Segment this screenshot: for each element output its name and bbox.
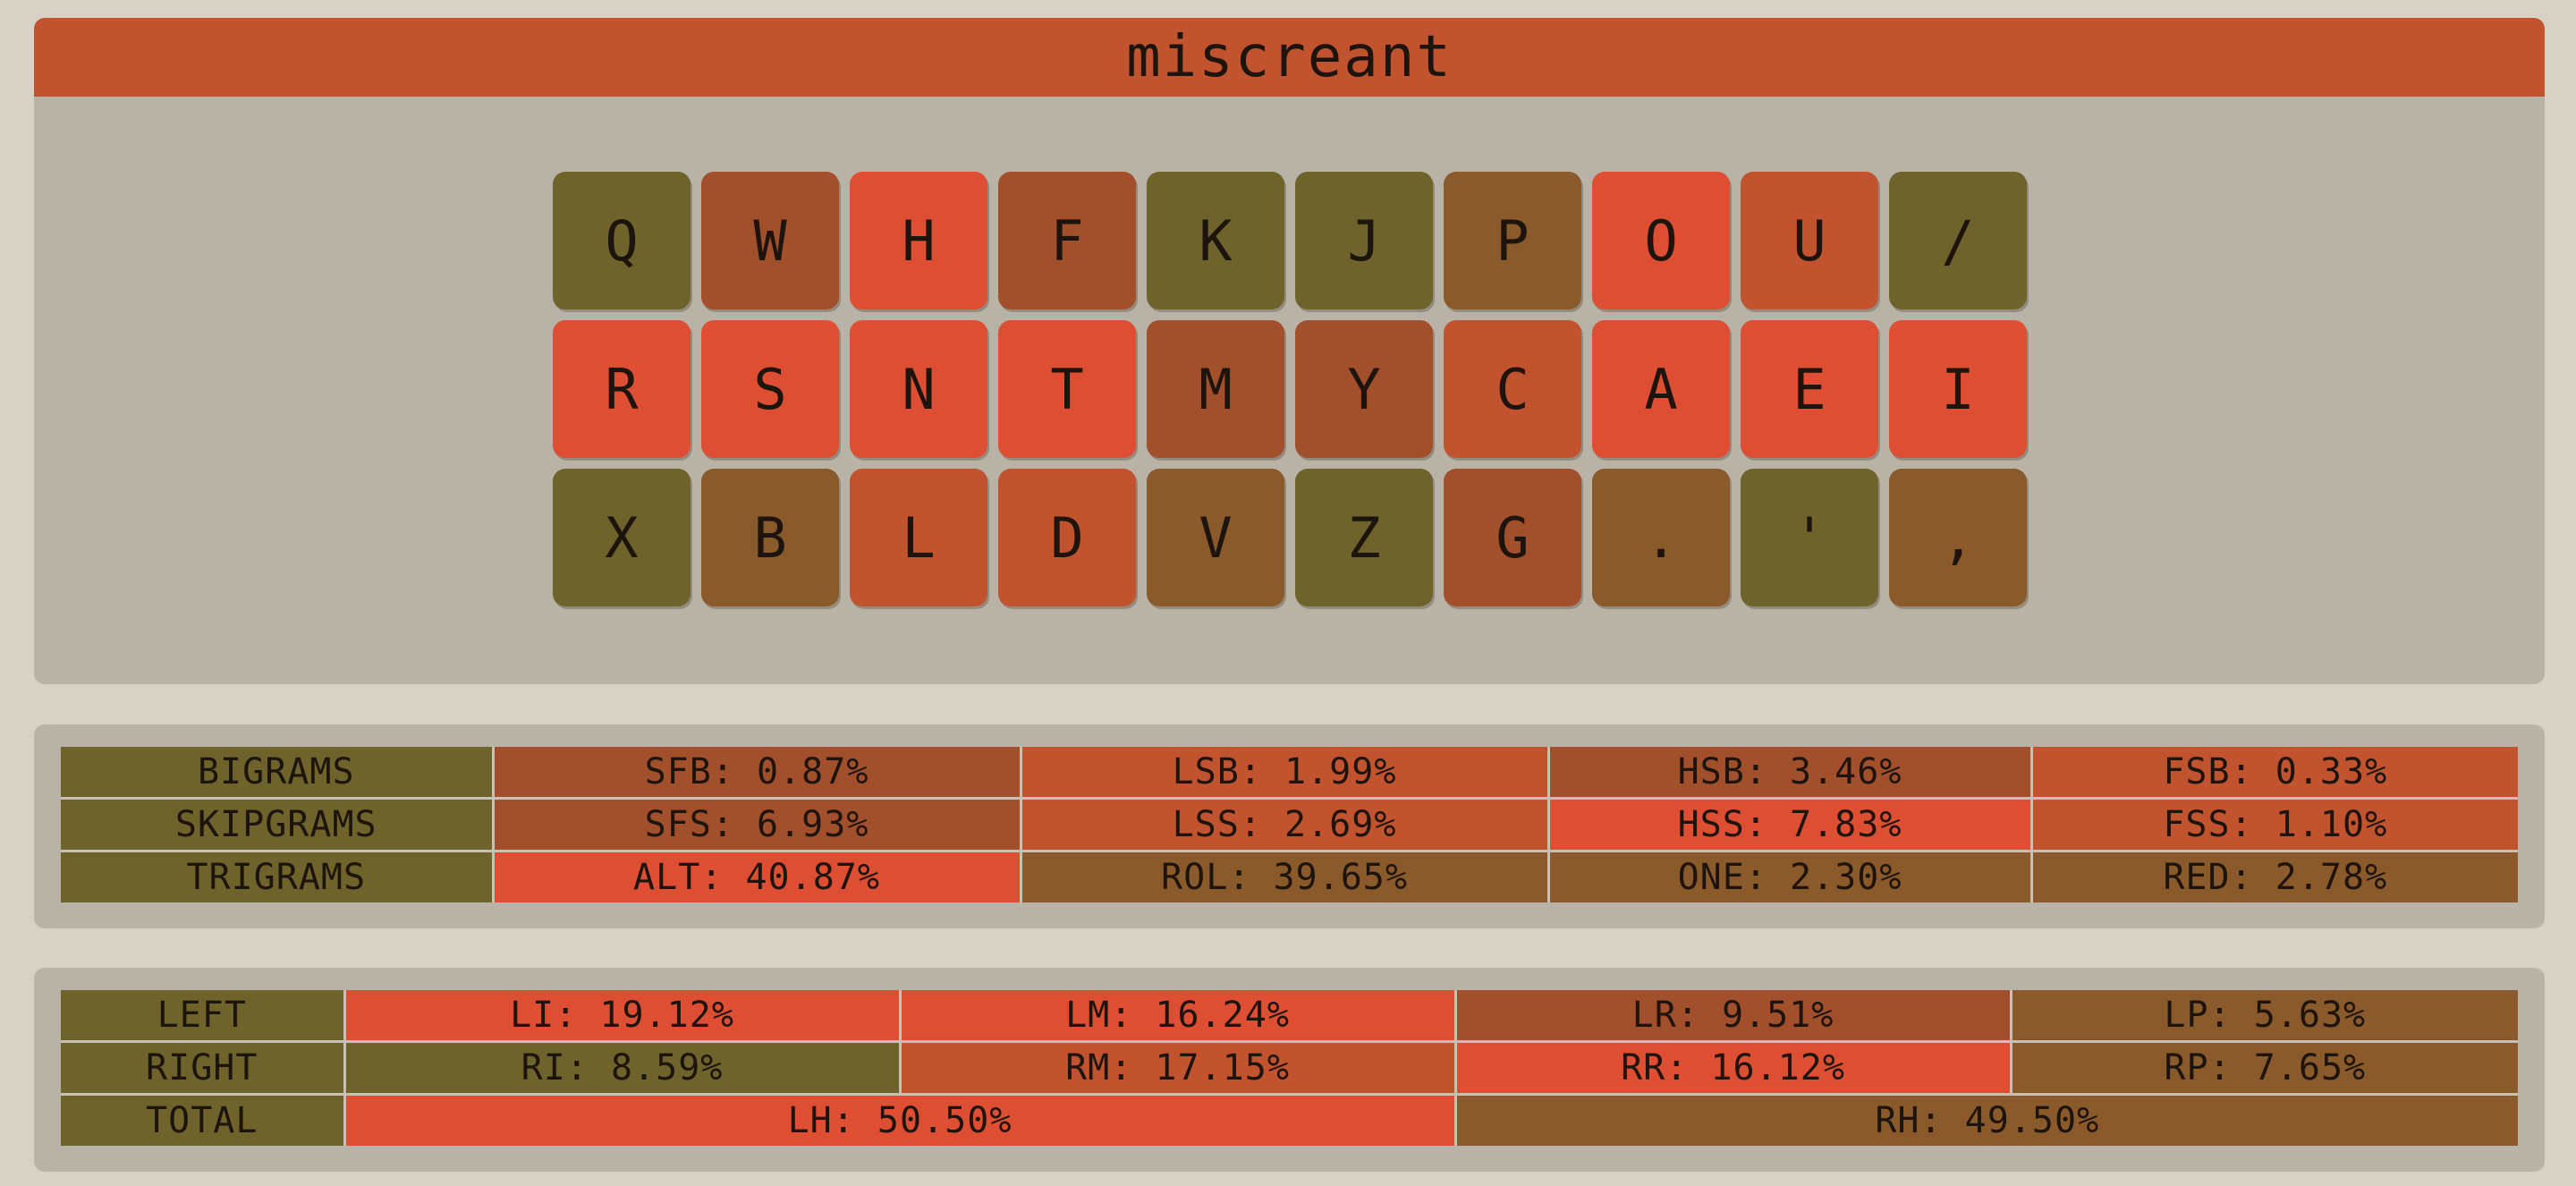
row-header: BIGRAMS (61, 747, 495, 800)
key: G (1444, 469, 1581, 606)
key: / (1889, 172, 2027, 309)
stat-cell-lh: LH: 50.50% (343, 1093, 1457, 1146)
finger-row-total: TOTAL LH: 50.50% RH: 49.50% (61, 1093, 2518, 1146)
key: U (1741, 172, 1878, 309)
stat-cell: ALT: 40.87% (491, 850, 1022, 902)
finger-usage-panel: LEFT LI: 19.12% LM: 16.24% LR: 9.51% LP:… (34, 968, 2545, 1172)
keyboard: Q W H F K J P O U / R S N T M Y C A E I X B L D V Z G. ', (553, 172, 2027, 617)
stat-cell-lr: LR: 9.51% (1453, 990, 2012, 1043)
stat-cell-rr: RR: 16.12% (1453, 1040, 2012, 1096)
key: T (998, 320, 1136, 458)
key: ' (1741, 469, 1878, 606)
stat-cell: FSB: 0.33% (2029, 747, 2518, 800)
stat-cell: LSB: 1.99% (1019, 747, 1550, 800)
layout-title: miscreant (34, 18, 2545, 97)
key: M (1147, 320, 1284, 458)
key: H (850, 172, 987, 309)
key: D (998, 469, 1136, 606)
key: Q (553, 172, 691, 309)
key: P (1444, 172, 1581, 309)
stat-cell: HSS: 7.83% (1546, 797, 2033, 852)
key: V (1147, 469, 1284, 606)
key: W (701, 172, 839, 309)
stats-row-bigrams: BIGRAMS SFB: 0.87% LSB: 1.99% HSB: 3.46% FSB… (61, 747, 2518, 800)
key: I (1889, 320, 2027, 458)
row-header: TRIGRAMS (61, 850, 495, 902)
row-header-left: LEFT (61, 990, 346, 1043)
stat-cell-lm: LM: 16.24% (898, 990, 1457, 1043)
key: K (1147, 172, 1284, 309)
stat-cell-lp: LP: 5.63% (2009, 990, 2518, 1043)
key: A (1592, 320, 1730, 458)
stat-cell-ri: RI: 8.59% (343, 1040, 902, 1096)
key: L (850, 469, 987, 606)
key: R (553, 320, 691, 458)
stat-cell: ONE: 2.30% (1546, 850, 2033, 902)
stat-cell: HSB: 3.46% (1546, 747, 2033, 800)
key-row: X B L D V Z G. ', (553, 469, 2027, 606)
row-header-total: TOTAL (61, 1093, 346, 1146)
key: X (553, 469, 691, 606)
ngram-stats-table: BIGRAMS SFB: 0.87% LSB: 1.99% HSB: 3.46% FSB… (61, 747, 2518, 902)
stat-cell-rm: RM: 17.15% (898, 1040, 1457, 1096)
key: B (701, 469, 839, 606)
key: O (1592, 172, 1730, 309)
stat-cell: LSS: 2.69% (1019, 797, 1550, 852)
layout-panel: miscreant Q W H F K J P O U / R S N T M Y C A E I X B L D V Z G. ', (34, 18, 2545, 684)
key: E (1741, 320, 1878, 458)
stat-cell: RED: 2.78% (2029, 850, 2518, 902)
stat-cell-rp: RP: 7.65% (2009, 1040, 2518, 1096)
finger-usage-table: LEFT LI: 19.12% LM: 16.24% LR: 9.51% LP:… (61, 990, 2518, 1146)
finger-row-left: LEFT LI: 19.12% LM: 16.24% LR: 9.51% LP:… (61, 990, 2518, 1043)
key-row: Q W H F K J P O U / (553, 172, 2027, 309)
ngram-stats-panel: BIGRAMS SFB: 0.87% LSB: 1.99% HSB: 3.46% FSB… (34, 724, 2545, 928)
stats-row-trigrams: TRIGRAMS ALT: 40.87% ROL: 39.65% ONE: 2.30%… (61, 850, 2518, 902)
key: Z (1295, 469, 1433, 606)
stat-cell-rh: RH: 49.50% (1453, 1093, 2518, 1146)
key: , (1889, 469, 2027, 606)
key: N (850, 320, 987, 458)
key: . (1592, 469, 1730, 606)
stat-cell: FSS: 1.10% (2029, 797, 2518, 852)
key: J (1295, 172, 1433, 309)
key: F (998, 172, 1136, 309)
stat-cell: SFB: 0.87% (491, 747, 1022, 800)
row-header-right: RIGHT (61, 1040, 346, 1096)
row-header: SKIPGRAMS (61, 797, 495, 852)
stats-row-skipgrams: SKIPGRAMS SFS: 6.93% LSS: 2.69% HSS: 7.83% F… (61, 797, 2518, 852)
stat-cell: ROL: 39.65% (1019, 850, 1550, 902)
stat-cell-li: LI: 19.12% (343, 990, 902, 1043)
finger-row-right: RIGHT RI: 8.59% RM: 17.15% RR: 16.12% RP… (61, 1040, 2518, 1096)
key: C (1444, 320, 1581, 458)
stat-cell: SFS: 6.93% (491, 797, 1022, 852)
key: S (701, 320, 839, 458)
key: Y (1295, 320, 1433, 458)
